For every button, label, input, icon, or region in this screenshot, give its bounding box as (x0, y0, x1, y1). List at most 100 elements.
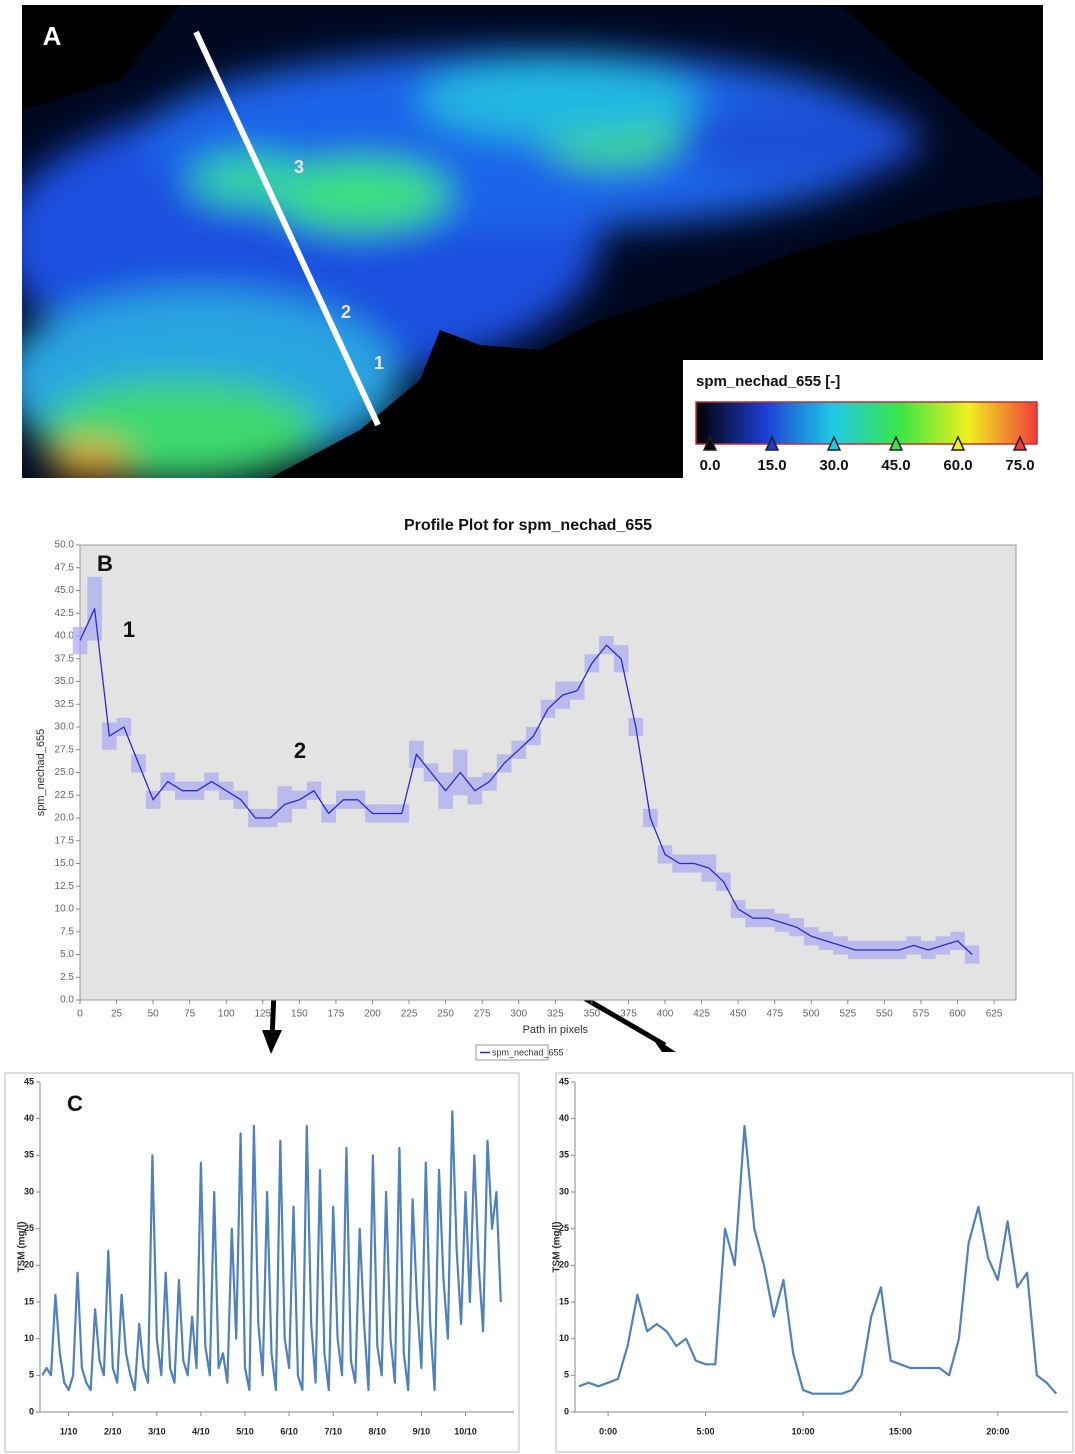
x-tick-label: 1/10 (60, 1426, 78, 1436)
error-band (964, 945, 980, 964)
x-tick-label: 4/10 (192, 1426, 210, 1436)
colorbar-tick (826, 435, 842, 451)
y-tick-label: 45 (559, 1076, 569, 1086)
x-tick-label: 225 (401, 1009, 418, 1020)
x-tick-label: 125 (254, 1009, 271, 1020)
colorbar-tick (1012, 435, 1028, 451)
x-tick-label: 500 (803, 1009, 820, 1020)
legend-label: spm_nechad_655 (492, 1047, 564, 1057)
y-axis-label: spm_nechad_655 (35, 729, 47, 816)
y-tick-label: 30.0 (55, 722, 75, 733)
colorbar-tick (764, 435, 780, 451)
y-tick-label: 40.0 (55, 631, 75, 642)
x-tick-label: 525 (839, 1009, 856, 1020)
plot-area (79, 544, 1017, 1001)
x-tick-label: 350 (584, 1009, 601, 1020)
y-tick-label: 5 (564, 1370, 569, 1380)
legend-box (475, 1044, 549, 1061)
y-tick-label: 35 (24, 1150, 34, 1160)
x-tick-label: 200 (364, 1009, 381, 1020)
x-tick-label: 275 (474, 1009, 491, 1020)
y-tick-label: 7.5 (60, 926, 74, 937)
panel-frame (4, 1072, 520, 1453)
x-tick-label: 7/10 (324, 1426, 342, 1436)
y-axis-label: TSM (mg/l) (17, 1221, 28, 1272)
x-tick-label: 625 (986, 1009, 1003, 1020)
y-tick-label: 10 (559, 1333, 569, 1343)
annotation: C (67, 1091, 83, 1116)
y-axis-label: TSM (mg/l) (552, 1221, 563, 1272)
x-tick-label: 325 (547, 1009, 564, 1020)
y-tick-label: 22.5 (55, 790, 75, 801)
colorbar-title: spm_nechad_655 [-] (696, 373, 840, 390)
annotation: 1 (123, 617, 135, 642)
x-axis-label: Path in pixels (523, 1024, 589, 1036)
y-tick-label: 5 (29, 1370, 34, 1380)
y-tick-label: 30 (559, 1186, 569, 1196)
y-tick-label: 42.5 (55, 608, 75, 619)
y-tick-label: 40 (24, 1113, 34, 1123)
x-tick-label: 600 (949, 1009, 966, 1020)
x-tick-label: 10:00 (791, 1426, 814, 1436)
x-tick-label: 450 (730, 1009, 747, 1020)
x-tick-label: 175 (328, 1009, 345, 1020)
colorbar-tick (702, 435, 718, 451)
transect-label: 3 (294, 157, 304, 177)
x-tick-label: 2/10 (104, 1426, 122, 1436)
y-tick-label: 15 (559, 1296, 569, 1306)
annotation: B (97, 551, 113, 576)
x-tick-label: 6/10 (280, 1426, 298, 1436)
y-tick-label: 40 (559, 1113, 569, 1123)
x-tick-label: 15:00 (889, 1426, 912, 1436)
x-tick-label: 425 (693, 1009, 710, 1020)
y-tick-label: 30 (24, 1186, 34, 1196)
y-tick-label: 37.5 (55, 653, 75, 664)
colorbar-tick-label: 30.0 (819, 457, 848, 474)
y-tick-label: 25.0 (55, 767, 75, 778)
y-tick-label: 25 (559, 1223, 569, 1233)
x-tick-label: 375 (620, 1009, 637, 1020)
colorbar-tick (950, 435, 966, 451)
x-tick-label: 8/10 (369, 1426, 387, 1436)
panel-label: A (43, 21, 62, 51)
y-tick-label: 10 (24, 1333, 34, 1343)
series-line (79, 608, 973, 955)
x-tick-label: 20:00 (986, 1426, 1009, 1436)
y-tick-label: 2.5 (60, 972, 74, 983)
y-tick-label: 20.0 (55, 813, 75, 824)
colorbar-tick (888, 435, 904, 451)
annotation: 2 (294, 738, 306, 763)
colorbar-tick-label: 0.0 (700, 457, 721, 474)
y-tick-label: 25 (24, 1223, 34, 1233)
y-tick-label: 45.0 (55, 585, 75, 596)
transect-label: 1 (374, 353, 384, 373)
x-tick-label: 75 (184, 1009, 196, 1020)
x-tick-label: 100 (218, 1009, 235, 1020)
x-tick-label: 5:00 (697, 1426, 715, 1436)
y-tick-label: 20 (559, 1260, 569, 1270)
x-tick-label: 475 (766, 1009, 783, 1020)
y-tick-label: 35.0 (55, 676, 75, 687)
x-tick-label: 9/10 (413, 1426, 431, 1436)
y-tick-label: 32.5 (55, 699, 75, 710)
x-tick-label: 250 (437, 1009, 454, 1020)
y-tick-label: 0 (29, 1406, 34, 1416)
chart-title: Profile Plot for spm_nechad_655 (404, 517, 652, 534)
x-tick-label: 0 (77, 1009, 83, 1020)
x-tick-label: 550 (876, 1009, 893, 1020)
y-tick-label: 20 (24, 1260, 34, 1270)
series-line (578, 1124, 1058, 1395)
x-tick-label: 150 (291, 1009, 308, 1020)
x-tick-label: 25 (111, 1009, 123, 1020)
y-tick-label: 5.0 (60, 949, 74, 960)
y-tick-label: 0.0 (60, 995, 74, 1006)
x-tick-label: 3/10 (148, 1426, 166, 1436)
y-tick-label: 27.5 (55, 744, 75, 755)
y-tick-label: 17.5 (55, 835, 75, 846)
colorbar-tick-label: 75.0 (1005, 457, 1034, 474)
x-tick-label: 5/10 (236, 1426, 254, 1436)
x-tick-label: 400 (657, 1009, 674, 1020)
x-tick-label: 300 (510, 1009, 527, 1020)
arrow-head (262, 1030, 282, 1054)
y-tick-label: 47.5 (55, 562, 75, 573)
